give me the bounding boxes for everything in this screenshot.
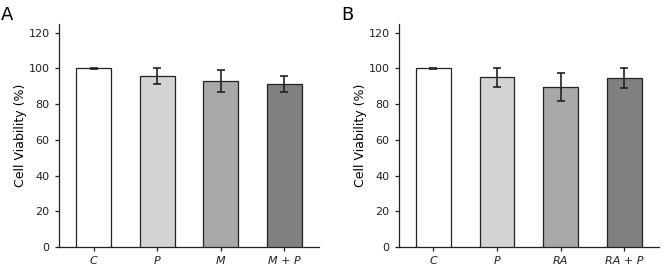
Y-axis label: Cell Viability (%): Cell Viability (%): [14, 84, 27, 187]
Bar: [416, 69, 451, 247]
Text: A: A: [1, 6, 13, 24]
Bar: [607, 78, 641, 247]
Y-axis label: Cell Viability (%): Cell Viability (%): [354, 84, 367, 187]
Bar: [266, 84, 302, 247]
Bar: [543, 87, 578, 247]
Text: B: B: [341, 6, 354, 24]
Bar: [76, 69, 111, 247]
Bar: [140, 76, 174, 247]
Bar: [203, 81, 238, 247]
Bar: [480, 77, 514, 247]
